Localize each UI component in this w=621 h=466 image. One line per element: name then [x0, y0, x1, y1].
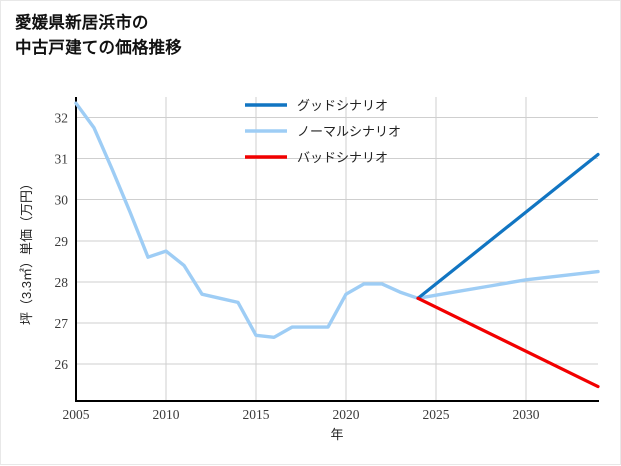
data-series-group	[74, 101, 600, 389]
y-axis-tick-label: 26	[55, 357, 69, 372]
y-axis-label: 坪（3.3㎡）単価（万円）	[19, 177, 34, 325]
legend-label: ノーマルシナリオ	[297, 124, 401, 139]
x-axis-label: 年	[330, 427, 343, 442]
y-axis-tick-label: 27	[55, 316, 69, 331]
y-axis-tick-label: 31	[55, 152, 69, 167]
x-axis-tick-label: 2005	[63, 407, 90, 422]
y-axis-tick-label: 29	[55, 234, 69, 249]
x-axis-tick-label: 2010	[153, 407, 180, 422]
x-axis-tick-label: 2025	[423, 407, 450, 422]
gridlines-group	[76, 97, 598, 401]
legend-label: グッドシナリオ	[297, 98, 388, 113]
x-axis-tick-labels: 2005 2010 2015 2020 2025 2030	[63, 407, 540, 422]
y-axis-tick-label: 30	[55, 193, 69, 208]
y-axis-tick-label: 28	[55, 275, 69, 290]
y-axis-tick-labels: 26 27 28 29 30 31 32	[55, 111, 69, 373]
series-line-normal	[74, 101, 600, 339]
series-line-good	[416, 152, 600, 300]
y-axis-tick-label: 32	[55, 111, 69, 126]
legend-label: バッドシナリオ	[297, 150, 388, 165]
page-title: 愛媛県新居浜市の 中古戸建ての価格推移	[15, 14, 182, 57]
axis-lines-group	[74, 97, 599, 403]
x-axis-tick-label: 2030	[513, 407, 540, 422]
x-axis-tick-label: 2020	[333, 407, 360, 422]
x-axis-tick-label: 2015	[243, 407, 270, 422]
series-line-bad	[416, 296, 600, 389]
